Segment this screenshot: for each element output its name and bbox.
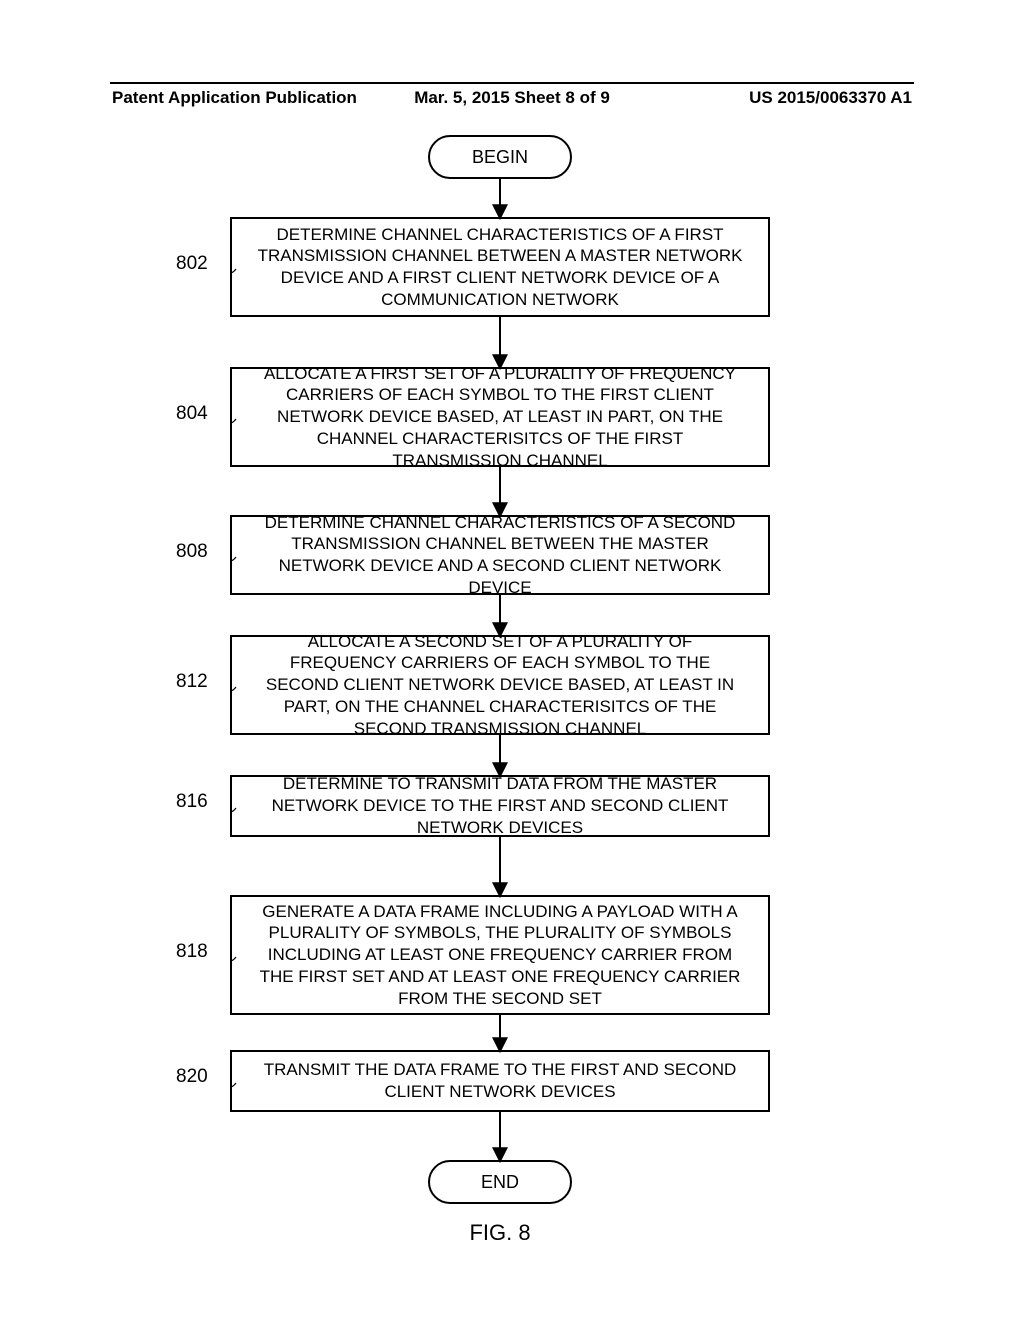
process-820: TRANSMIT THE DATA FRAME TO THE FIRST AND… xyxy=(230,1050,770,1112)
flowchart-diagram: BEGIN DETERMINE CHANNEL CHARACTERISTICS … xyxy=(230,135,770,1275)
ref-label-818: 818 xyxy=(176,941,208,963)
ref-label-812: 812 xyxy=(176,671,208,693)
header-rule xyxy=(110,82,914,84)
figure-label: FIG. 8 xyxy=(230,1220,770,1246)
process-808: DETERMINE CHANNEL CHARACTERISTICS OF A S… xyxy=(230,515,770,595)
terminator-begin: BEGIN xyxy=(428,135,572,179)
process-802: DETERMINE CHANNEL CHARACTERISTICS OF A F… xyxy=(230,217,770,317)
process-808-text: DETERMINE CHANNEL CHARACTERISTICS OF A S… xyxy=(254,512,746,599)
terminator-begin-label: BEGIN xyxy=(472,147,528,168)
process-804: ALLOCATE A FIRST SET OF A PLURALITY OF F… xyxy=(230,367,770,467)
process-818: GENERATE A DATA FRAME INCLUDING A PAYLOA… xyxy=(230,895,770,1015)
terminator-end-label: END xyxy=(481,1172,519,1193)
ref-label-820: 820 xyxy=(176,1066,208,1088)
terminator-end: END xyxy=(428,1160,572,1204)
ref-label-808: 808 xyxy=(176,541,208,563)
page: Patent Application Publication Mar. 5, 2… xyxy=(0,0,1024,1320)
header-right-text: US 2015/0063370 A1 xyxy=(749,88,912,108)
process-816: DETERMINE TO TRANSMIT DATA FROM THE MAST… xyxy=(230,775,770,837)
process-802-text: DETERMINE CHANNEL CHARACTERISTICS OF A F… xyxy=(254,224,746,311)
ref-label-816: 816 xyxy=(176,791,208,813)
ref-label-804: 804 xyxy=(176,403,208,425)
process-818-text: GENERATE A DATA FRAME INCLUDING A PAYLOA… xyxy=(254,901,746,1010)
process-812-text: ALLOCATE A SECOND SET OF A PLURALITY OF … xyxy=(254,631,746,740)
process-820-text: TRANSMIT THE DATA FRAME TO THE FIRST AND… xyxy=(254,1059,746,1103)
process-812: ALLOCATE A SECOND SET OF A PLURALITY OF … xyxy=(230,635,770,735)
process-816-text: DETERMINE TO TRANSMIT DATA FROM THE MAST… xyxy=(254,773,746,838)
process-804-text: ALLOCATE A FIRST SET OF A PLURALITY OF F… xyxy=(254,363,746,472)
ref-label-802: 802 xyxy=(176,253,208,275)
